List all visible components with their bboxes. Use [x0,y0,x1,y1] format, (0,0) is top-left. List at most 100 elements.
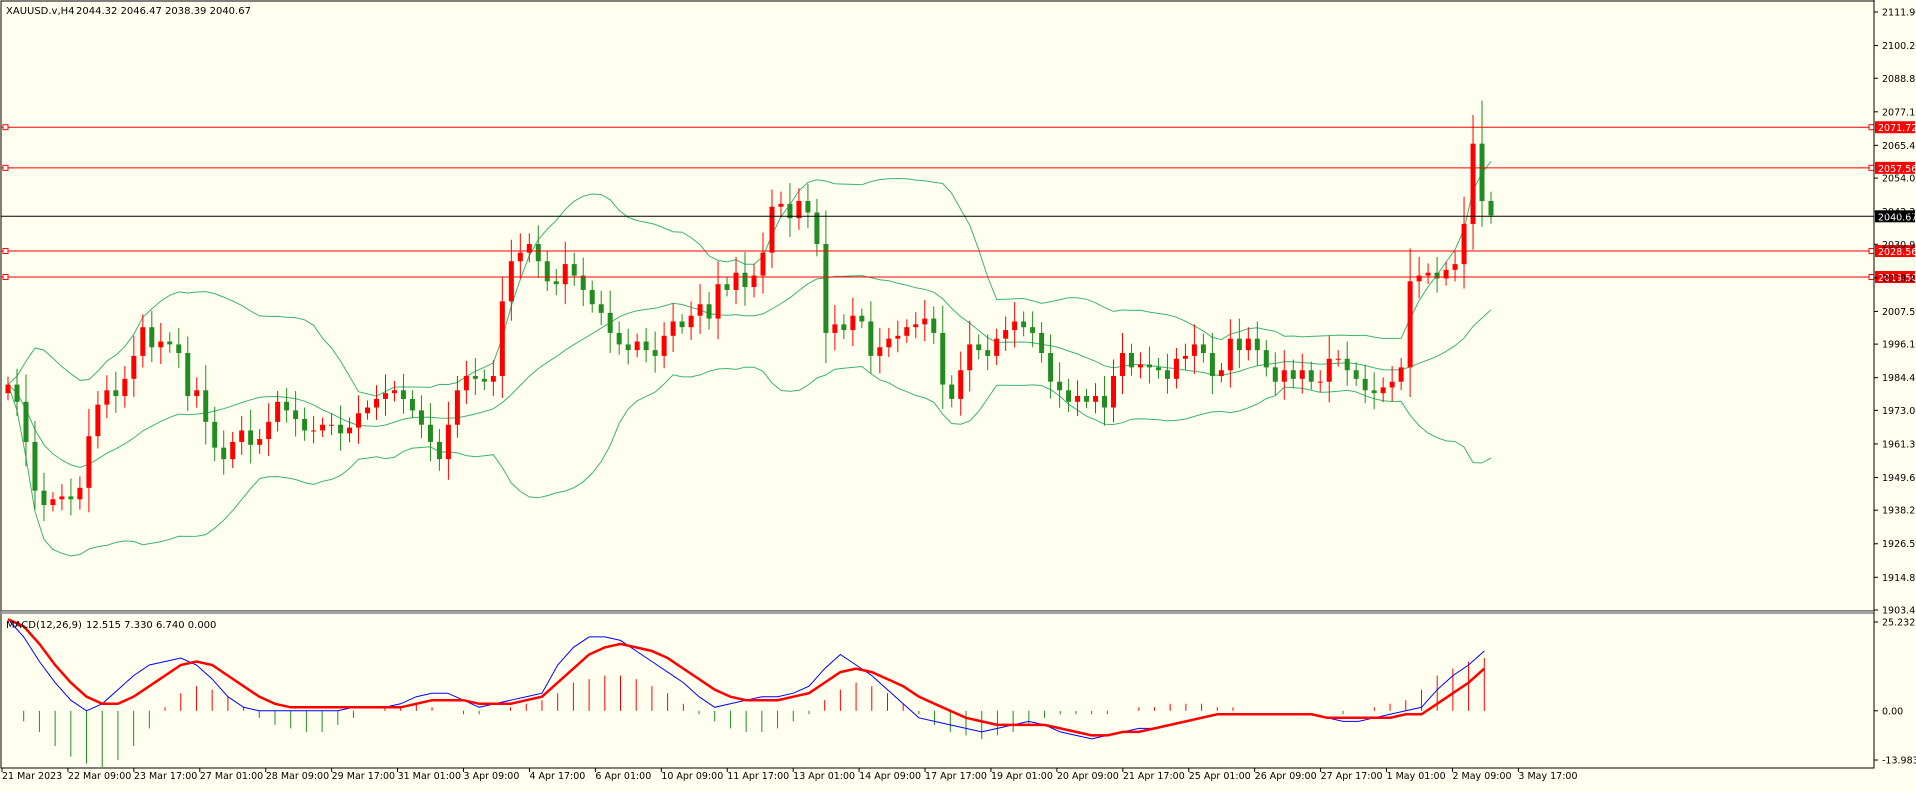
candle-body [185,353,191,397]
bollinger-lower [7,365,1492,557]
candle-body [1093,396,1099,402]
candle-body [391,390,397,394]
macd-indicator-values: 12.515 7.330 6.740 0.000 [86,620,216,631]
candle-body [104,390,110,405]
candle-body [400,390,406,399]
candle-body [1182,355,1188,359]
candle-body [589,289,595,305]
candle-body [580,275,586,290]
candle-body [203,390,209,422]
candle-body [140,327,146,356]
candle-body [1488,201,1494,216]
candle-body [535,244,541,262]
candles [5,100,1494,522]
candle-body [931,318,937,333]
candle-body [742,272,748,288]
candle-body [131,355,137,379]
candle-body [697,304,703,316]
candle-body [1389,381,1395,388]
candle-body [302,418,308,431]
candle-body [418,410,424,425]
candle-body [374,398,380,408]
candle-body [1353,370,1359,379]
candle-body [1120,353,1126,376]
candle-body [257,439,263,445]
candle-body [643,341,649,351]
candle-body [1084,396,1090,402]
candle-body [805,201,811,213]
candle-body [1362,378,1368,391]
time-tick-label: 3 Apr 09:00 [464,771,520,782]
time-tick-label: 13 Apr 01:00 [793,771,855,782]
time-tick-label: 3 May 17:00 [1518,771,1577,782]
candle-body [1003,330,1009,339]
line-price-label: 2019.50 [1878,273,1916,284]
candle-body [562,264,568,285]
horizontal-lines: 2071.72 2057.56 2028.56 2019.50 2040.67 [1,121,1916,284]
candle-body [1434,272,1440,279]
candle-body [652,350,658,356]
candle-body [68,496,74,500]
time-tick-label: 4 Apr 17:00 [529,771,585,782]
time-tick-label: 20 Apr 09:00 [1057,771,1119,782]
candle-body [1227,338,1233,371]
candle-body [1218,370,1224,376]
time-tick-label: 25 Apr 01:00 [1189,771,1251,782]
price-tick-label: 1938.20 [1882,506,1916,517]
candle-body [688,315,694,328]
candle-body [940,332,946,385]
candle-body [778,203,784,207]
candle-body [463,375,469,391]
candle-body [445,424,451,460]
macd-tick-label: -13.983 [1882,756,1916,767]
candle-body [985,350,991,356]
candle-body [499,301,505,376]
candle-body [356,413,362,428]
line-price-tag [1875,161,1915,174]
symbol-label: XAUUSD.v,H4 [6,6,75,17]
candle-body [472,375,478,379]
candle-body [922,318,928,325]
bollinger-bands [7,160,1492,557]
candle-body [275,401,281,422]
line-handle-left [2,248,9,255]
line-handle-right [1868,274,1875,281]
candle-body [149,327,155,348]
candle-body [832,324,838,333]
time-tick-label: 2 May 09:00 [1452,771,1511,782]
candle-body [949,384,955,399]
candle-body [266,421,272,440]
candle-body [221,447,227,460]
candle-body [230,441,236,460]
pane-separator [1,611,1874,614]
time-tick-label: 29 Mar 17:00 [332,771,395,782]
line-handle-right [1868,248,1875,255]
time-tick-label: 10 Apr 09:00 [661,771,723,782]
time-tick-label: 21 Mar 2023 [2,771,62,782]
candle-body [1075,396,1081,402]
signal-line [7,618,1486,737]
candle-body [194,390,200,397]
time-tick-label: 28 Mar 09:00 [266,771,329,782]
candle-body [1057,381,1063,391]
candle-body [1308,370,1314,382]
candle-body [1066,390,1072,402]
time-axis: 21 Mar 2023 22 Mar 09:00 23 Mar 17:00 27 Ma… [1,768,1578,782]
candle-body [670,321,676,336]
candle-body [454,390,460,425]
candle-body [1290,370,1296,379]
candle-body [14,384,20,402]
candle-body [1371,390,1377,394]
candle-body [1380,387,1386,394]
candle-body [239,430,245,442]
candle-body [886,338,892,348]
bollinger-upper [7,160,1492,397]
candle-body [1111,375,1117,408]
macd-indicator-label: MACD(12,26,9) [6,620,82,631]
time-tick-label: 6 Apr 01:00 [595,771,651,782]
price-tick-label: 2088.80 [1882,74,1916,85]
bollinger-middle [7,275,1492,468]
candle-body [679,321,685,328]
